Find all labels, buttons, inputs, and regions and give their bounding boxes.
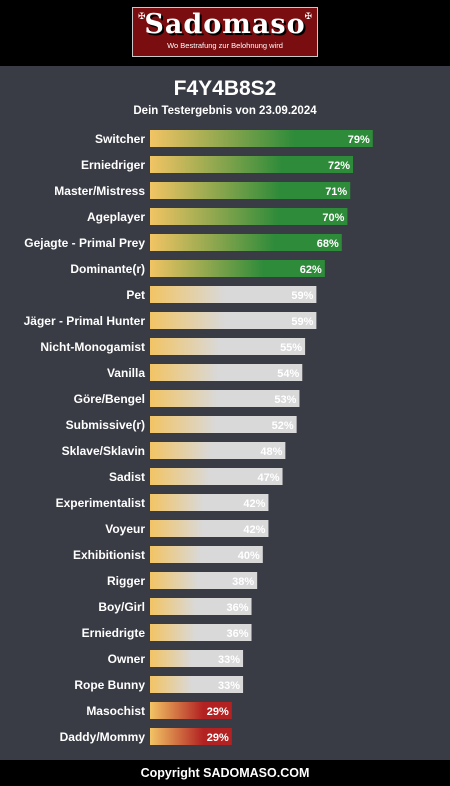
bar-mid xyxy=(150,598,252,615)
category-label: Sadist xyxy=(109,470,145,484)
bar-mid xyxy=(150,390,300,407)
bar-value-label: 40% xyxy=(238,550,260,562)
category-label: Nicht-Monogamist xyxy=(40,340,145,354)
bar-mid xyxy=(150,286,317,303)
bar-value-label: 29% xyxy=(207,732,229,744)
logo-wordmark: Sadomaso xyxy=(144,9,306,40)
category-label: Sklave/Sklavin xyxy=(62,444,145,458)
bar-mid xyxy=(150,312,317,329)
bar-value-label: 62% xyxy=(300,264,322,276)
bar-value-label: 29% xyxy=(207,706,229,718)
bar-mid xyxy=(150,650,244,667)
category-label: Masochist xyxy=(86,704,145,718)
bar-high xyxy=(150,182,351,199)
bar-mid xyxy=(150,546,263,563)
logo-ornament-left-icon: ✠ xyxy=(138,11,146,21)
bar-value-label: 79% xyxy=(348,134,370,146)
category-label: Experimentalist xyxy=(56,496,145,510)
bar-mid xyxy=(150,520,269,537)
bar-value-label: 33% xyxy=(218,680,240,692)
bar-mid xyxy=(150,572,258,589)
bar-value-label: 53% xyxy=(274,394,296,406)
bar-mid xyxy=(150,494,269,511)
logo-tagline: Wo Bestrafung zur Belohnung wird xyxy=(167,41,283,50)
category-label: Switcher xyxy=(95,132,145,146)
bar-value-label: 55% xyxy=(280,342,302,354)
category-label: Pet xyxy=(126,288,145,302)
category-label: Erniedrigte xyxy=(82,626,146,640)
logo-ornament-right-icon: ✠ xyxy=(304,11,312,21)
bar-value-label: 52% xyxy=(272,420,294,432)
bar-low xyxy=(150,728,232,745)
bar-value-label: 38% xyxy=(232,576,254,588)
result-subtitle: Dein Testergebnis von 23.09.2024 xyxy=(133,105,317,117)
category-label: Erniedriger xyxy=(81,158,145,172)
category-label: Göre/Bengel xyxy=(74,392,145,406)
bar-mid xyxy=(150,442,286,459)
category-label: Master/Mistress xyxy=(54,184,145,198)
bar-high xyxy=(150,156,354,173)
bar-value-label: 42% xyxy=(243,498,265,510)
category-label: Ageplayer xyxy=(87,210,145,224)
category-label: Jäger - Primal Hunter xyxy=(24,314,146,328)
bar-value-label: 72% xyxy=(328,160,350,172)
category-label: Gejagte - Primal Prey xyxy=(24,236,145,250)
bar-mid xyxy=(150,364,303,381)
bar-value-label: 59% xyxy=(291,290,313,302)
bar-value-label: 48% xyxy=(260,446,282,458)
category-label: Rope Bunny xyxy=(74,678,145,692)
site-logo[interactable]: ✠ ✠ Sadomaso Wo Bestrafung zur Belohnung… xyxy=(132,7,318,57)
bar-value-label: 47% xyxy=(258,472,280,484)
bar-value-label: 33% xyxy=(218,654,240,666)
top-bar: ✠ ✠ Sadomaso Wo Bestrafung zur Belohnung… xyxy=(0,0,450,66)
result-bar-chart: Switcher 79% Erniedriger 72% Master/Mistress… xyxy=(24,130,373,745)
category-label: Boy/Girl xyxy=(98,600,145,614)
bar-low xyxy=(150,702,232,719)
category-label: Submissive(r) xyxy=(66,418,145,432)
bar-value-label: 71% xyxy=(325,186,347,198)
category-label: Owner xyxy=(108,652,146,666)
bar-high xyxy=(150,260,325,277)
category-label: Rigger xyxy=(107,574,145,588)
category-label: Exhibitionist xyxy=(73,548,145,562)
category-label: Daddy/Mommy xyxy=(60,730,146,744)
category-label: Vanilla xyxy=(107,366,145,380)
bar-mid xyxy=(150,338,306,355)
bar-value-label: 70% xyxy=(322,212,344,224)
bar-value-label: 59% xyxy=(291,316,313,328)
result-code: F4Y4B8S2 xyxy=(173,77,277,100)
bar-value-label: 36% xyxy=(226,602,248,614)
bar-mid xyxy=(150,676,244,693)
bar-value-label: 68% xyxy=(317,238,339,250)
bar-high xyxy=(150,130,373,147)
bar-value-label: 36% xyxy=(226,628,248,640)
bar-value-label: 42% xyxy=(243,524,265,536)
footer-copyright: Copyright SADOMASO.COM xyxy=(0,760,450,786)
bar-value-label: 54% xyxy=(277,368,299,380)
category-label: Dominante(r) xyxy=(70,262,145,276)
bar-high xyxy=(150,234,342,251)
bar-high xyxy=(150,208,348,225)
bar-mid xyxy=(150,468,283,485)
category-label: Voyeur xyxy=(105,522,145,536)
bar-mid xyxy=(150,624,252,641)
bar-mid xyxy=(150,416,297,433)
